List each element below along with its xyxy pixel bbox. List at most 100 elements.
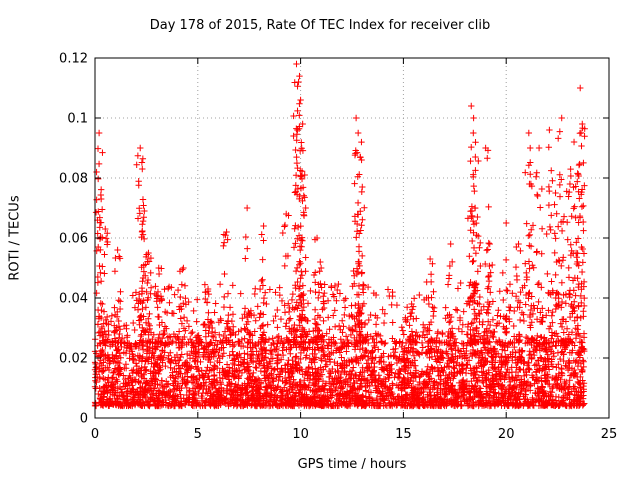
data-point: [544, 371, 551, 378]
data-point: [525, 399, 532, 406]
data-point: [142, 253, 150, 261]
data-point: [508, 399, 516, 407]
data-point: [545, 392, 552, 400]
data-point: [305, 363, 313, 371]
data-point: [381, 382, 389, 390]
data-point: [188, 348, 195, 355]
data-point: [513, 364, 520, 371]
data-point: [492, 389, 499, 396]
data-point: [179, 380, 186, 387]
data-point: [300, 290, 307, 298]
data-point: [221, 367, 229, 375]
data-point: [236, 350, 243, 358]
data-point: [293, 353, 300, 360]
data-point: [273, 334, 281, 341]
data-point: [297, 167, 304, 174]
data-point: [167, 349, 174, 356]
data-point: [315, 289, 323, 296]
data-point: [237, 354, 245, 361]
data-point: [300, 382, 308, 389]
data-point: [346, 400, 354, 407]
data-point: [466, 282, 473, 289]
data-point: [399, 327, 407, 334]
data-point: [579, 377, 586, 384]
data-point: [560, 329, 567, 336]
data-point: [251, 290, 258, 298]
data-point: [413, 329, 420, 336]
data-point: [152, 390, 160, 397]
data-point: [524, 378, 532, 386]
data-point: [217, 315, 224, 323]
data-point: [145, 320, 153, 328]
data-point: [469, 298, 477, 306]
data-point: [246, 311, 254, 319]
data-point: [477, 400, 485, 407]
data-point: [285, 346, 293, 353]
data-point: [206, 401, 213, 408]
data-point: [415, 402, 423, 409]
data-point: [201, 374, 208, 381]
data-point: [294, 305, 301, 312]
data-point: [491, 345, 498, 353]
data-point: [364, 382, 371, 389]
data-point: [310, 356, 317, 364]
data-point: [220, 242, 227, 250]
data-point: [509, 290, 516, 297]
data-point: [106, 358, 114, 366]
data-point: [357, 332, 365, 339]
data-point: [252, 364, 259, 371]
data-point: [263, 393, 270, 401]
data-point: [580, 345, 588, 353]
data-point: [322, 357, 329, 365]
data-point: [98, 325, 105, 332]
data-point: [315, 375, 323, 383]
data-point: [274, 393, 281, 401]
data-point: [319, 343, 327, 351]
data-point: [354, 129, 362, 137]
data-point: [529, 396, 536, 403]
data-point: [257, 347, 265, 355]
data-point: [454, 354, 461, 362]
data-point: [167, 333, 174, 341]
data-point: [403, 397, 410, 404]
data-point: [220, 350, 227, 357]
data-point: [388, 361, 395, 368]
data-point: [330, 380, 338, 387]
data-point: [320, 317, 327, 325]
data-point: [542, 377, 550, 384]
data-point: [213, 346, 220, 353]
data-point: [132, 391, 140, 398]
data-point: [258, 357, 265, 364]
data-point: [478, 362, 485, 369]
data-point: [356, 262, 363, 270]
data-point: [359, 344, 366, 352]
data-point: [356, 171, 363, 178]
data-point: [264, 364, 271, 371]
data-point: [240, 360, 247, 367]
data-point: [433, 379, 440, 386]
data-point: [328, 284, 335, 291]
data-point: [241, 356, 248, 363]
data-point: [515, 391, 523, 398]
data-point: [438, 400, 445, 408]
data-point: [195, 382, 203, 389]
data-point: [504, 344, 511, 351]
data-point: [294, 278, 301, 286]
data-point: [147, 385, 154, 392]
data-point: [222, 395, 229, 403]
data-point: [535, 392, 542, 399]
data-point: [447, 346, 455, 353]
data-point: [344, 336, 351, 344]
data-point: [407, 377, 414, 385]
data-point: [109, 369, 117, 377]
data-point: [338, 317, 346, 324]
data-point: [307, 287, 314, 295]
data-point: [518, 347, 526, 354]
data-point: [454, 307, 461, 314]
data-point: [183, 384, 190, 392]
data-point: [495, 319, 503, 327]
data-point: [256, 386, 264, 393]
data-point: [127, 343, 135, 351]
data-point: [265, 402, 273, 410]
data-point: [401, 384, 409, 391]
